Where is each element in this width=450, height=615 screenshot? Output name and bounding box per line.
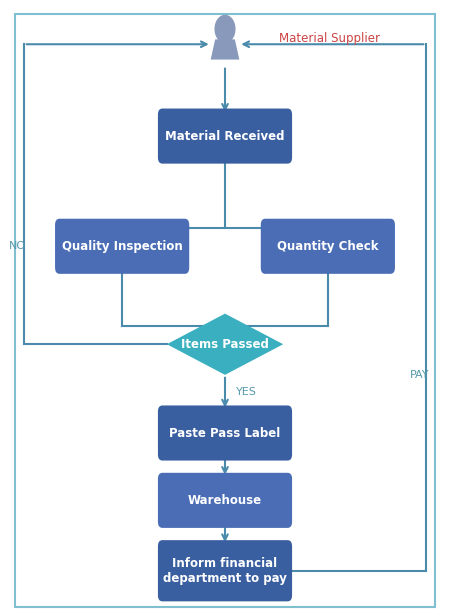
FancyBboxPatch shape <box>158 405 292 461</box>
Text: Quantity Check: Quantity Check <box>277 240 378 253</box>
Text: Warehouse: Warehouse <box>188 494 262 507</box>
Text: Items Passed: Items Passed <box>181 338 269 351</box>
Text: YES: YES <box>236 387 257 397</box>
Text: Material Supplier: Material Supplier <box>279 31 380 45</box>
FancyBboxPatch shape <box>55 219 189 274</box>
Text: PAY: PAY <box>410 370 429 380</box>
FancyBboxPatch shape <box>261 219 395 274</box>
Polygon shape <box>211 39 239 60</box>
Text: Paste Pass Label: Paste Pass Label <box>169 427 281 440</box>
FancyBboxPatch shape <box>158 473 292 528</box>
Text: NO: NO <box>9 241 26 252</box>
FancyBboxPatch shape <box>158 108 292 164</box>
Polygon shape <box>167 314 283 375</box>
Text: Inform financial
department to pay: Inform financial department to pay <box>163 557 287 585</box>
Circle shape <box>215 15 235 42</box>
FancyBboxPatch shape <box>158 540 292 601</box>
Text: Quality Inspection: Quality Inspection <box>62 240 183 253</box>
Text: Material Received: Material Received <box>165 130 285 143</box>
